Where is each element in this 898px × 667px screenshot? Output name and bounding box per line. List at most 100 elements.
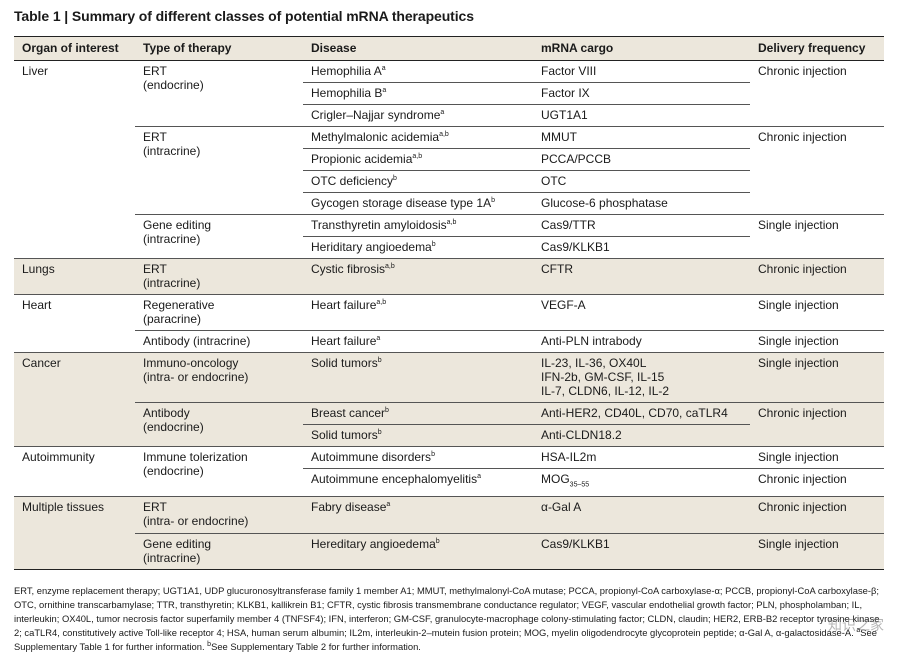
frequency-cell: Chronic injection bbox=[750, 496, 884, 534]
cargo-line: IFN-2b, GM-CSF, IL-15 bbox=[541, 370, 665, 384]
table-row: Gycogen storage disease type 1Ab Glucose… bbox=[14, 192, 884, 215]
footnote-mark: b bbox=[377, 429, 382, 436]
frequency-cell: Single injection bbox=[750, 533, 884, 571]
therapy-cell: Immuno-oncology (intra- or endocrine) bbox=[135, 352, 303, 403]
therapy-sublabel: (intracrine) bbox=[143, 232, 201, 246]
frequency-cell: Chronic injection bbox=[750, 126, 884, 215]
cargo-cell: Factor VIII bbox=[541, 64, 597, 78]
disease-label: Hemophilia A bbox=[311, 64, 382, 78]
therapy-label: ERT bbox=[143, 500, 167, 515]
cargo-cell: OTC bbox=[533, 170, 750, 193]
disease-cell: Autoimmune encephalomyelitisa bbox=[303, 467, 533, 497]
disease-cell: Hemophilia Aa bbox=[303, 61, 533, 83]
table-row: Heart Regenerative (paracrine) Heart fail… bbox=[14, 294, 884, 353]
footnote-b-text: See Supplementary Table 2 for further in… bbox=[211, 641, 421, 652]
table-row: Cancer Immuno-oncology (intra- or endocri… bbox=[14, 352, 884, 447]
header-frequency: Delivery frequency bbox=[750, 36, 884, 61]
cargo-cell: Factor IX bbox=[533, 82, 750, 105]
cargo-cell: UGT1A1 bbox=[533, 104, 750, 127]
cargo-line: IL-7, CLDN6, IL-12, IL-2 bbox=[541, 384, 670, 398]
footnote-mark: b bbox=[207, 641, 212, 648]
footnote-mark: b bbox=[431, 241, 436, 248]
cargo-subscript: 35–55 bbox=[569, 481, 590, 489]
table-row: ERT (intracrine) Methylmalonic acidemiaa,… bbox=[14, 126, 884, 215]
frequency-cell: Chronic injection bbox=[750, 402, 884, 447]
disease-label: Transthyretin amyloidosis bbox=[311, 218, 447, 232]
therapy-label: Regenerative bbox=[143, 298, 215, 312]
disease-label: Crigler–Najjar syndrome bbox=[311, 108, 441, 122]
disease-cell: Heart failurea bbox=[303, 330, 533, 353]
organ-cell: Autoimmunity bbox=[14, 445, 135, 497]
therapy-label: ERT bbox=[143, 262, 167, 276]
header-cargo: mRNA cargo bbox=[533, 36, 750, 61]
disease-cell: Heriditary angioedemab bbox=[303, 236, 533, 259]
disease-cell: Heart failurea,b bbox=[303, 294, 533, 331]
table-row: Propionic acidemiaa,b PCCA/PCCB bbox=[14, 148, 884, 171]
footnote-mark: a bbox=[386, 501, 391, 509]
cargo-cell: Anti-CLDN18.2 bbox=[533, 424, 750, 447]
therapeutics-table: Organ of interest Type of therapy Diseas… bbox=[14, 36, 884, 571]
table-row: Heriditary angioedemab Cas9/KLKB1 bbox=[14, 236, 884, 259]
footnote-mark: a,b bbox=[385, 263, 395, 270]
table-row: Antibody (endocrine) Breast cancerb Anti-… bbox=[14, 402, 884, 447]
table-row: Gene editing (intracrine) Hereditary angi… bbox=[14, 533, 884, 571]
therapy-label: Immuno-oncology bbox=[143, 356, 239, 370]
disease-cell: Crigler–Najjar syndromea bbox=[303, 104, 533, 127]
footnote-a-text: See Supplementary Table 1 for further in… bbox=[14, 627, 877, 652]
cargo-cell: IL-23, IL-36, OX40L IFN-2b, GM-CSF, IL-15… bbox=[533, 352, 750, 403]
frequency-cell: Chronic injection bbox=[750, 258, 884, 295]
organ-cell: Cancer bbox=[14, 352, 135, 447]
disease-label: Gycogen storage disease type 1A bbox=[311, 196, 492, 210]
footnote-mark: a bbox=[477, 473, 481, 480]
cargo-cell: Anti-HER2, CD40L, CD70, caTLR4 bbox=[533, 402, 750, 425]
frequency-cell: Chronic injection bbox=[750, 467, 884, 497]
therapy-sublabel: (intra- or endocrine) bbox=[143, 514, 249, 529]
cargo-cell: MMUT bbox=[533, 126, 750, 149]
therapy-sublabel: (endocrine) bbox=[143, 78, 204, 92]
disease-label: Heart failure bbox=[311, 298, 377, 312]
frequency-cell: Single injection bbox=[750, 294, 884, 331]
therapy-cell: Regenerative (paracrine) bbox=[135, 294, 303, 331]
disease-cell: Solid tumorsb bbox=[303, 352, 533, 403]
disease-label: Heriditary angioedema bbox=[311, 240, 432, 254]
disease-cell: Gycogen storage disease type 1Ab bbox=[303, 192, 533, 215]
cargo-line: IL-23, IL-36, OX40L bbox=[541, 356, 647, 370]
frequency-cell: Chronic injection bbox=[758, 64, 847, 78]
disease-cell: Hemophilia Ba bbox=[303, 82, 533, 105]
disease-cell: Cystic fibrosisa,b bbox=[303, 258, 533, 295]
footnote-mark: a,b bbox=[412, 153, 423, 160]
disease-label: Solid tumors bbox=[311, 356, 378, 370]
table-row: Lungs ERT (intracrine) Cystic fibrosisa,b… bbox=[14, 258, 884, 295]
disease-label: Propionic acidemia bbox=[311, 152, 413, 166]
therapy-cell: Immune tolerization (endocrine) bbox=[135, 445, 303, 497]
therapy-label: Gene editing bbox=[143, 537, 212, 552]
disease-cell: Propionic acidemiaa,b bbox=[303, 148, 533, 171]
cargo-cell: Cas9/TTR bbox=[533, 214, 750, 237]
cargo-cell: VEGF-A bbox=[533, 294, 750, 331]
table-row: Hemophilia Ba Factor IX bbox=[14, 82, 884, 105]
watermark: 知识之家 bbox=[828, 617, 884, 633]
therapy-cell: Gene editing (intracrine) bbox=[135, 214, 303, 259]
organ-cell: Multiple tissues bbox=[14, 496, 135, 571]
table-row: Liver ERT (endocrine) Hemophilia Aa Facto… bbox=[14, 61, 884, 92]
therapy-cell: Antibody (endocrine) bbox=[135, 402, 303, 447]
therapy-sublabel: (endocrine) bbox=[143, 464, 204, 478]
header-disease: Disease bbox=[303, 36, 533, 61]
footnote-mark: a,b bbox=[376, 299, 387, 306]
footnote-mark: a,b bbox=[439, 131, 449, 138]
cargo-cell: Glucose-6 phosphatase bbox=[533, 192, 750, 215]
table-container: Organ of interest Type of therapy Diseas… bbox=[14, 36, 884, 571]
organ-cell: Liver bbox=[14, 61, 135, 259]
therapy-cell: ERT (intracrine) bbox=[135, 258, 303, 295]
header-row: Organ of interest Type of therapy Diseas… bbox=[14, 36, 884, 61]
disease-label: Hereditary angioedema bbox=[311, 537, 436, 552]
cargo-cell: CFTR bbox=[533, 258, 750, 295]
therapy-sublabel: (paracrine) bbox=[143, 312, 202, 326]
disease-cell: Solid tumorsb bbox=[303, 424, 533, 447]
footnote-mark: b bbox=[385, 407, 389, 414]
therapy-sublabel: (intracrine) bbox=[143, 551, 201, 566]
footnote-mark: b bbox=[377, 357, 382, 364]
cargo-cell: α-Gal A bbox=[533, 496, 750, 534]
therapy-sublabel: (intracrine) bbox=[143, 144, 201, 158]
